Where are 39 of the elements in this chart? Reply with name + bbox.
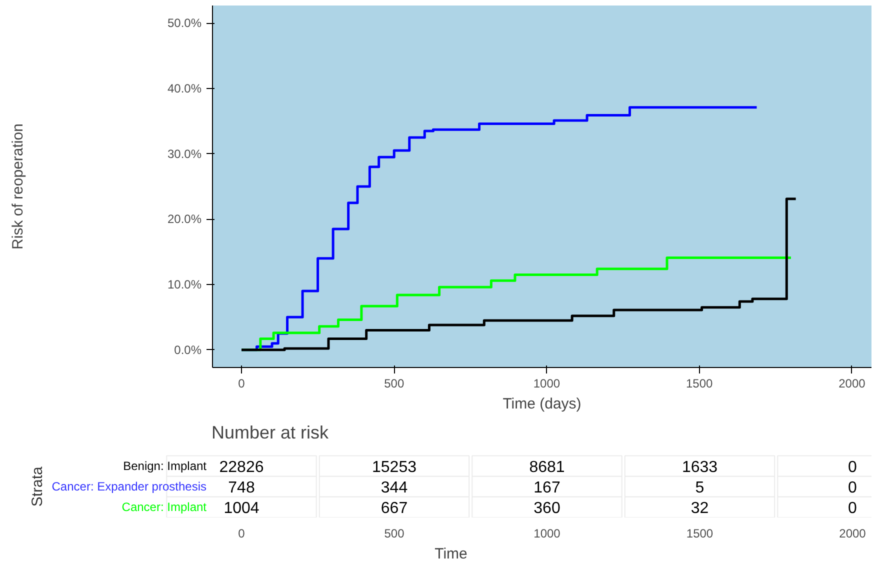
- data-label: 1004: [224, 500, 260, 518]
- x-tick-label: 1000: [534, 526, 561, 540]
- data-label: 667: [380, 500, 408, 518]
- x-tick-label: 1500: [686, 526, 714, 540]
- x-tick-label: 1500: [686, 376, 714, 390]
- y-tick-label: 0.0%: [174, 342, 202, 357]
- data-label: 0: [848, 480, 858, 497]
- x-axis-title: Time: [434, 546, 468, 562]
- y-tick-label: 20.0%: [167, 212, 202, 226]
- data-label: 344: [380, 480, 408, 497]
- y-tick-label: 30.0%: [167, 146, 202, 161]
- data-label: 15253: [372, 459, 417, 476]
- x-tick-label: 500: [384, 526, 405, 540]
- y-tick-label: 50.0%: [167, 16, 202, 30]
- data-label: 0: [848, 500, 858, 518]
- data-label: 32: [690, 500, 709, 518]
- data-label: 167: [534, 480, 560, 497]
- data-label: 1633: [682, 459, 718, 476]
- y-tick-label: Benign: Implant: [123, 459, 208, 474]
- y-tick-label: Cancer: Implant: [122, 500, 208, 514]
- x-axis-title: Time (days): [502, 396, 582, 412]
- data-label: 8681: [529, 459, 565, 476]
- y-tick-label: 40.0%: [167, 81, 202, 96]
- x-tick-label: 1000: [533, 376, 560, 390]
- data-label: 360: [534, 500, 560, 518]
- x-tick-label: 2000: [839, 526, 866, 540]
- chart-title: Number at risk: [212, 422, 330, 442]
- x-tick-label: 0: [238, 376, 246, 390]
- x-tick-label: 500: [384, 376, 404, 390]
- y-tick-label: Cancer: Expander prosthesis: [52, 480, 207, 494]
- data-label: 748: [228, 480, 255, 497]
- y-axis-title: Strata: [29, 466, 46, 507]
- y-axis-title: Risk of reoperation: [9, 124, 26, 250]
- data-label: 5: [695, 480, 704, 497]
- x-tick-label: 2000: [838, 376, 866, 390]
- data-label: 0: [848, 459, 858, 476]
- data-label: 22826: [219, 459, 264, 476]
- y-tick-label: 10.0%: [167, 278, 202, 292]
- x-tick-label: 0: [238, 526, 246, 540]
